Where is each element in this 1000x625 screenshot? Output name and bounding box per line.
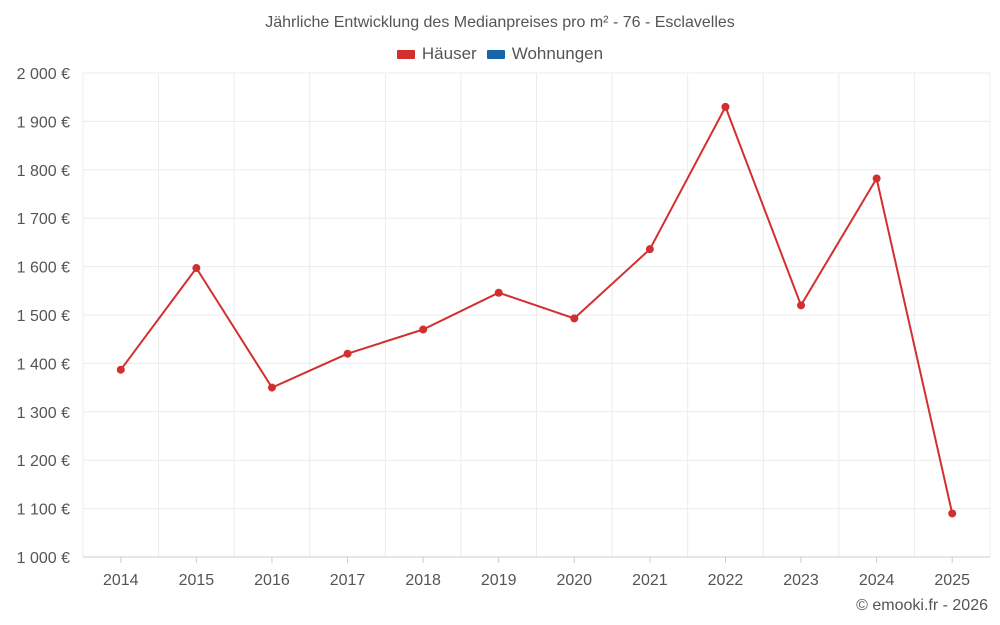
series-line-0 bbox=[119, 105, 954, 514]
data-point bbox=[192, 264, 201, 273]
chart-title: Jährliche Entwicklung des Medianpreises … bbox=[265, 14, 735, 31]
legend-swatch-wohnungen bbox=[486, 49, 505, 59]
x-tick-label: 2025 bbox=[934, 572, 970, 589]
credit-text: © emooki.fr - 2026 bbox=[856, 597, 988, 614]
x-tick-label: 2016 bbox=[254, 572, 290, 589]
data-point bbox=[948, 509, 957, 518]
data-point bbox=[872, 174, 881, 183]
y-tick-label: 1 400 € bbox=[17, 356, 70, 373]
x-tick-label: 2020 bbox=[556, 572, 592, 589]
y-tick-label: 1 600 € bbox=[17, 260, 70, 277]
x-tick-label: 2022 bbox=[708, 572, 744, 589]
data-point bbox=[116, 365, 125, 374]
y-tick-label: 1 700 € bbox=[17, 211, 70, 228]
data-point bbox=[494, 288, 503, 297]
y-tick-label: 1 100 € bbox=[17, 502, 70, 519]
data-point bbox=[797, 301, 806, 310]
y-tick-label: 1 500 € bbox=[17, 308, 70, 325]
x-tick-label: 2019 bbox=[481, 572, 517, 589]
data-point bbox=[419, 325, 428, 334]
y-tick-label: 2 000 € bbox=[17, 66, 70, 83]
y-tick-label: 1 900 € bbox=[17, 114, 70, 131]
x-tick-label: 2014 bbox=[103, 572, 139, 589]
x-tick-label: 2024 bbox=[859, 572, 895, 589]
y-tick-label: 1 300 € bbox=[17, 405, 70, 422]
data-point bbox=[570, 314, 579, 323]
chart-legend: Häuser Wohnungen bbox=[0, 44, 1000, 64]
data-point bbox=[721, 102, 730, 111]
x-tick-label: 2015 bbox=[179, 572, 215, 589]
x-tick-label: 2023 bbox=[783, 572, 819, 589]
data-point bbox=[343, 349, 352, 358]
x-tick-label: 2021 bbox=[632, 572, 668, 589]
y-tick-label: 1 800 € bbox=[17, 163, 70, 180]
legend-item-wohnungen[interactable]: Wohnungen bbox=[486, 44, 604, 64]
x-tick-label: 2018 bbox=[405, 572, 441, 589]
data-point bbox=[645, 245, 654, 254]
legend-label-wohnungen: Wohnungen bbox=[511, 44, 604, 63]
legend-label-haeuser: Häuser bbox=[421, 44, 477, 63]
x-tick-label: 2017 bbox=[330, 572, 366, 589]
y-tick-label: 1 200 € bbox=[17, 453, 70, 470]
y-tick-label: 1 000 € bbox=[17, 550, 70, 567]
legend-swatch-haeuser bbox=[396, 49, 415, 59]
legend-item-haeuser[interactable]: Häuser bbox=[396, 44, 477, 64]
data-point bbox=[267, 383, 276, 392]
